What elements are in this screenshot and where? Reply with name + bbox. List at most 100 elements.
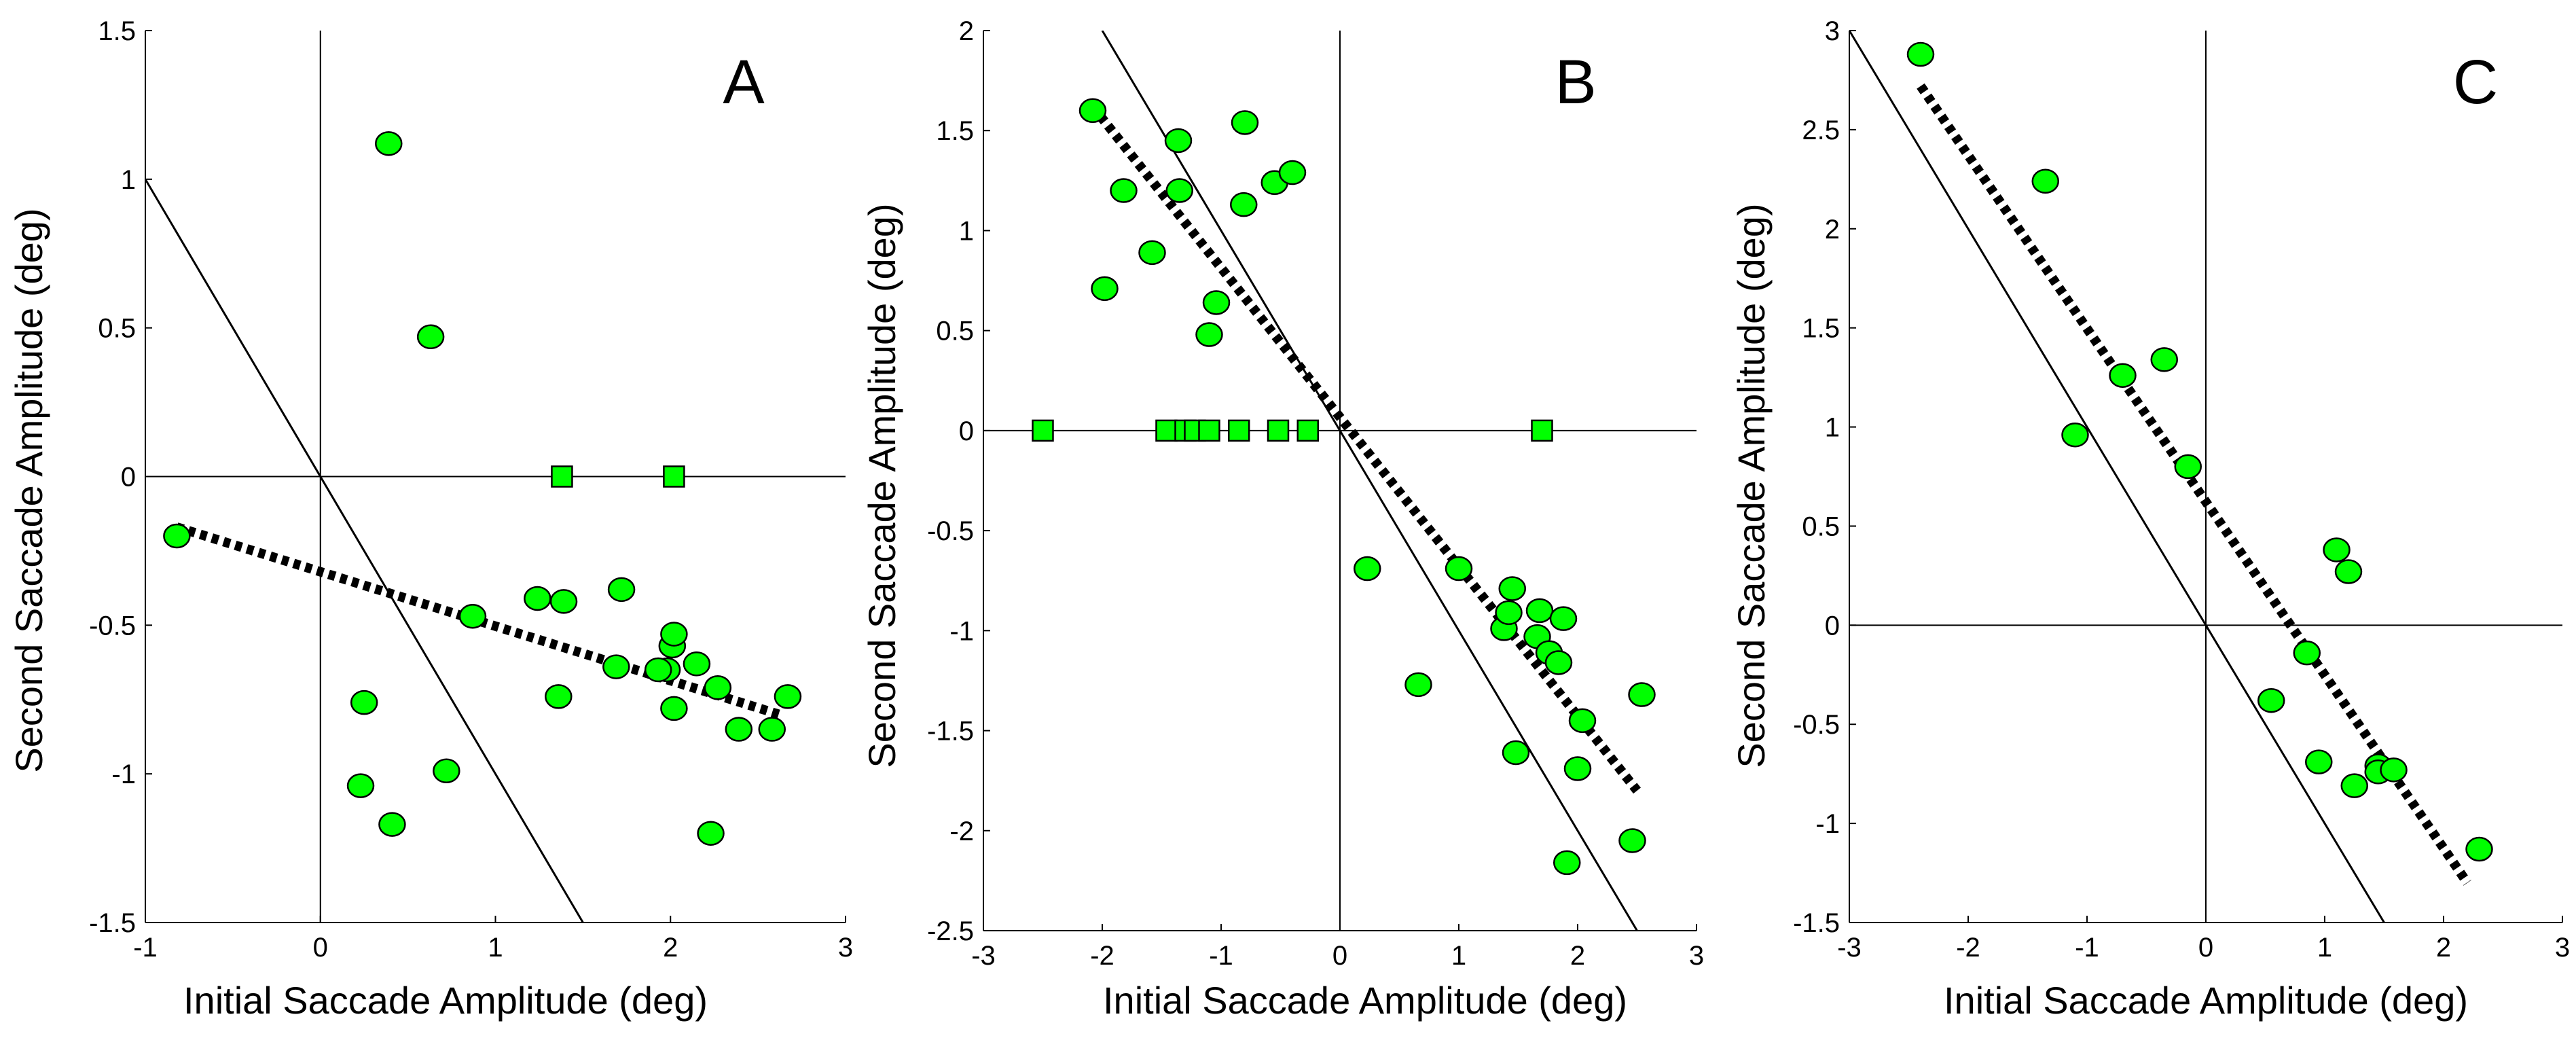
data-point [2174, 454, 2202, 480]
panel-label: A [723, 48, 765, 117]
data-point [1165, 178, 1193, 203]
data-point [2150, 347, 2178, 372]
data-point [2305, 749, 2333, 774]
y-tick-label: -1.5 [89, 908, 136, 938]
data-point [375, 131, 403, 156]
data-point-square [1296, 419, 1319, 442]
y-tick-label: 2.5 [1802, 115, 1840, 145]
regression-fit-line [1917, 83, 2471, 886]
reference-line [145, 179, 584, 923]
y-tick-label: -0.5 [89, 611, 136, 641]
data-point [683, 651, 711, 677]
x-axis-label: Initial Saccade Amplitude (deg) [1103, 979, 1627, 1022]
y-tick-label: -2 [949, 817, 974, 846]
data-point [163, 523, 191, 549]
y-tick-label: 2 [959, 16, 974, 46]
data-point [1138, 240, 1166, 266]
y-tick-label: -1.5 [927, 717, 974, 747]
x-tick-label: 1 [488, 933, 503, 963]
data-point [1164, 128, 1193, 154]
data-point [2257, 687, 2285, 713]
data-point [1278, 160, 1307, 185]
x-tick-label: -3 [1837, 933, 1862, 963]
y-axis-label: Second Saccade Amplitude (deg) [7, 208, 50, 772]
x-tick-label: -3 [971, 941, 996, 971]
data-point [1195, 322, 1223, 347]
data-point [458, 603, 487, 629]
data-point [602, 654, 630, 679]
data-point [1568, 708, 1597, 734]
data-point [2380, 757, 2408, 783]
x-tick-label: 1 [1451, 941, 1466, 971]
data-point [1078, 98, 1107, 124]
panel-label: B [1555, 48, 1596, 117]
y-tick-label: 1.5 [936, 116, 974, 146]
data-point [1495, 600, 1523, 626]
y-tick-label: 1.5 [1802, 314, 1840, 344]
x-tick-label: 2 [2436, 933, 2451, 963]
data-point [545, 684, 573, 709]
data-point [378, 812, 406, 837]
y-tick-label: 0 [1825, 611, 1840, 641]
y-tick-label: 0 [959, 416, 974, 446]
data-point [1091, 276, 1119, 302]
y-axis-label: Second Saccade Amplitude (deg) [860, 203, 903, 768]
data-point-square [1198, 419, 1220, 442]
reference-line [1101, 31, 1638, 931]
data-point [346, 773, 375, 798]
data-point [607, 577, 636, 603]
data-point [2293, 640, 2321, 666]
data-point [524, 586, 551, 611]
y-tick-label: 1 [1825, 413, 1840, 443]
data-point [1231, 110, 1259, 135]
data-point [725, 717, 753, 742]
data-point [1230, 192, 1258, 217]
x-axis-label: Initial Saccade Amplitude (deg) [1944, 979, 2468, 1022]
x-tick-label: 3 [1689, 941, 1704, 971]
y-tick-label: -1 [111, 759, 136, 789]
x-tick-label: 3 [2555, 933, 2570, 963]
data-point [1563, 756, 1592, 781]
data-point-square [1531, 419, 1553, 442]
x-tick-label: 3 [838, 933, 853, 963]
data-point [1628, 682, 1656, 707]
y-tick-label: 0 [121, 463, 136, 493]
data-point-square [1032, 419, 1054, 442]
data-point [2031, 168, 2059, 194]
y-tick-label: -0.5 [1793, 710, 1840, 740]
data-point [350, 690, 378, 715]
x-tick-label: -1 [2075, 933, 2099, 963]
chart-panel-c: -3 -2 -1 0 1 2 3 -1.5 -1 -0.5 0 0.5 1 1.5 2 2.5 3 Initi… [1730, 16, 2570, 1022]
y-tick-label: -1.5 [1793, 908, 1840, 938]
y-tick-label: 1.5 [98, 16, 136, 46]
y-tick-label: 0.5 [936, 317, 974, 346]
y-tick-label: 1 [121, 165, 136, 195]
data-point [433, 758, 460, 784]
data-point [1445, 556, 1473, 581]
data-point [2109, 363, 2137, 388]
x-tick-label: -1 [1209, 941, 1233, 971]
x-tick-label: 2 [1570, 941, 1585, 971]
data-point [704, 675, 732, 700]
data-point-square [1155, 419, 1178, 442]
data-point [416, 324, 445, 350]
data-point [1549, 606, 1578, 631]
y-tick-label: -0.5 [927, 516, 974, 546]
data-point [1404, 672, 1432, 698]
data-point-square [663, 465, 685, 488]
data-point [2340, 773, 2368, 798]
data-point-square [1267, 419, 1290, 442]
data-point [2323, 537, 2351, 562]
x-tick-label: 0 [2198, 933, 2213, 963]
y-tick-label: -1 [949, 616, 974, 646]
reference-line [1849, 31, 2385, 923]
data-point [1525, 598, 1554, 624]
y-tick-label: 1 [959, 216, 974, 246]
x-tick-label: -1 [133, 933, 158, 963]
data-point [758, 717, 786, 742]
data-point [2334, 559, 2363, 584]
x-tick-label: 1 [2317, 933, 2332, 963]
y-tick-label: -1 [1815, 809, 1840, 839]
y-tick-label: 0.5 [98, 314, 136, 344]
